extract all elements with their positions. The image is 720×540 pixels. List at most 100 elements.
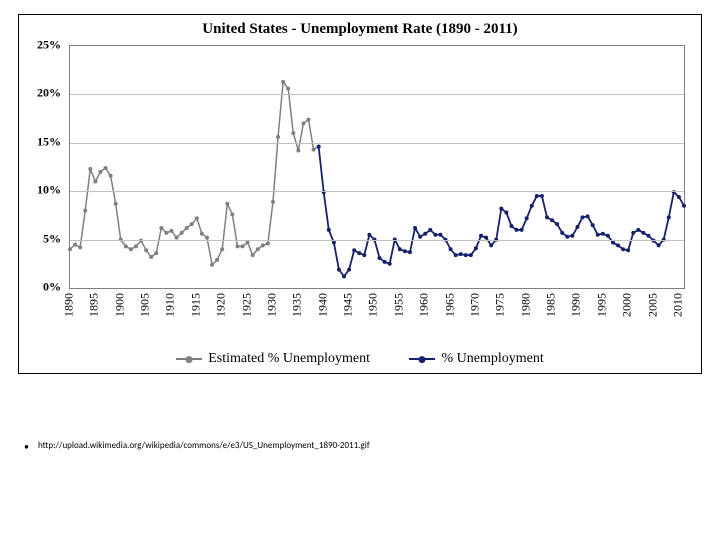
series-marker-estimated xyxy=(286,87,290,91)
series-marker-actual xyxy=(626,248,630,252)
series-marker-estimated xyxy=(261,243,265,247)
series-marker-actual xyxy=(555,222,559,226)
legend-item-actual: % Unemployment xyxy=(409,351,543,367)
series-line-actual xyxy=(319,147,684,277)
series-marker-actual xyxy=(560,231,564,235)
gridline-h xyxy=(70,143,684,144)
y-tick-label: 20% xyxy=(23,86,61,101)
x-tick-label: 2005 xyxy=(645,293,660,317)
series-marker-actual xyxy=(479,234,483,238)
series-marker-actual xyxy=(352,248,356,252)
series-marker-estimated xyxy=(215,258,219,262)
series-marker-actual xyxy=(606,234,610,238)
series-marker-estimated xyxy=(124,244,128,248)
series-marker-actual xyxy=(611,241,615,245)
series-marker-actual xyxy=(570,234,574,238)
series-marker-actual xyxy=(454,253,458,257)
series-marker-estimated xyxy=(78,245,82,249)
series-marker-actual xyxy=(474,246,478,250)
series-marker-estimated xyxy=(301,121,305,125)
series-marker-actual xyxy=(575,225,579,229)
series-marker-estimated xyxy=(68,247,72,251)
series-marker-estimated xyxy=(256,247,260,251)
series-marker-estimated xyxy=(83,209,87,213)
series-line-estimated xyxy=(70,82,319,265)
series-marker-estimated xyxy=(93,180,97,184)
series-marker-actual xyxy=(499,207,503,211)
x-tick-label: 1915 xyxy=(188,293,203,317)
series-marker-estimated xyxy=(129,247,133,251)
series-marker-actual xyxy=(332,241,336,245)
x-tick-label: 1950 xyxy=(366,293,381,317)
y-tick-label: 0% xyxy=(23,280,61,295)
x-tick-label: 1905 xyxy=(138,293,153,317)
series-marker-actual xyxy=(515,228,519,232)
series-marker-actual xyxy=(631,231,635,235)
series-marker-estimated xyxy=(195,216,199,220)
series-marker-actual xyxy=(327,228,331,232)
series-marker-actual xyxy=(403,249,407,253)
series-marker-estimated xyxy=(210,263,214,267)
series-marker-estimated xyxy=(114,202,118,206)
series-marker-estimated xyxy=(251,253,255,257)
series-marker-actual xyxy=(449,247,453,251)
series-marker-estimated xyxy=(154,251,158,255)
series-marker-actual xyxy=(347,268,351,272)
gridline-h xyxy=(70,191,684,192)
series-marker-estimated xyxy=(190,222,194,226)
series-marker-actual xyxy=(520,228,524,232)
series-marker-estimated xyxy=(104,166,108,170)
x-tick-label: 1920 xyxy=(214,293,229,317)
series-marker-estimated xyxy=(149,255,153,259)
series-marker-estimated xyxy=(225,202,229,206)
series-marker-estimated xyxy=(98,170,102,174)
legend-item-estimated: Estimated % Unemployment xyxy=(176,351,370,367)
series-marker-estimated xyxy=(185,226,189,230)
series-marker-actual xyxy=(418,235,422,239)
x-tick-label: 1980 xyxy=(518,293,533,317)
series-marker-estimated xyxy=(230,212,234,216)
line-series-svg xyxy=(70,46,684,288)
x-tick-label: 1985 xyxy=(544,293,559,317)
series-marker-actual xyxy=(601,232,605,236)
x-tick-label: 1960 xyxy=(417,293,432,317)
series-marker-actual xyxy=(545,215,549,219)
series-marker-actual xyxy=(565,235,569,239)
x-tick-label: 1975 xyxy=(493,293,508,317)
series-marker-actual xyxy=(586,214,590,218)
x-tick-label: 1990 xyxy=(569,293,584,317)
series-marker-estimated xyxy=(73,242,77,246)
series-marker-actual xyxy=(550,218,554,222)
series-marker-actual xyxy=(504,211,508,215)
series-marker-estimated xyxy=(159,226,163,230)
chart-title: United States - Unemployment Rate (1890 … xyxy=(19,21,701,38)
series-marker-estimated xyxy=(134,244,138,248)
series-marker-estimated xyxy=(220,247,224,251)
x-tick-label: 1945 xyxy=(341,293,356,317)
y-tick-label: 10% xyxy=(23,183,61,198)
x-tick-label: 1890 xyxy=(62,293,77,317)
series-marker-actual xyxy=(413,226,417,230)
series-marker-actual xyxy=(367,233,371,237)
series-marker-estimated xyxy=(180,231,184,235)
y-tick-label: 25% xyxy=(23,38,61,53)
series-marker-actual xyxy=(509,224,513,228)
series-marker-actual xyxy=(591,223,595,227)
x-tick-label: 1955 xyxy=(391,293,406,317)
legend: Estimated % Unemployment % Unemployment xyxy=(19,349,701,367)
series-marker-estimated xyxy=(241,244,245,248)
series-marker-actual xyxy=(388,262,392,266)
series-marker-estimated xyxy=(169,229,173,233)
series-marker-actual xyxy=(682,204,686,208)
x-tick-label: 1930 xyxy=(264,293,279,317)
x-tick-label: 1900 xyxy=(112,293,127,317)
chart-frame: United States - Unemployment Rate (1890 … xyxy=(18,14,702,374)
series-marker-actual xyxy=(657,243,661,247)
series-marker-actual xyxy=(489,243,493,247)
series-marker-actual xyxy=(646,234,650,238)
series-marker-estimated xyxy=(235,244,239,248)
series-marker-actual xyxy=(464,253,468,257)
y-tick-label: 5% xyxy=(23,231,61,246)
series-marker-estimated xyxy=(88,167,92,171)
series-marker-actual xyxy=(596,233,600,237)
